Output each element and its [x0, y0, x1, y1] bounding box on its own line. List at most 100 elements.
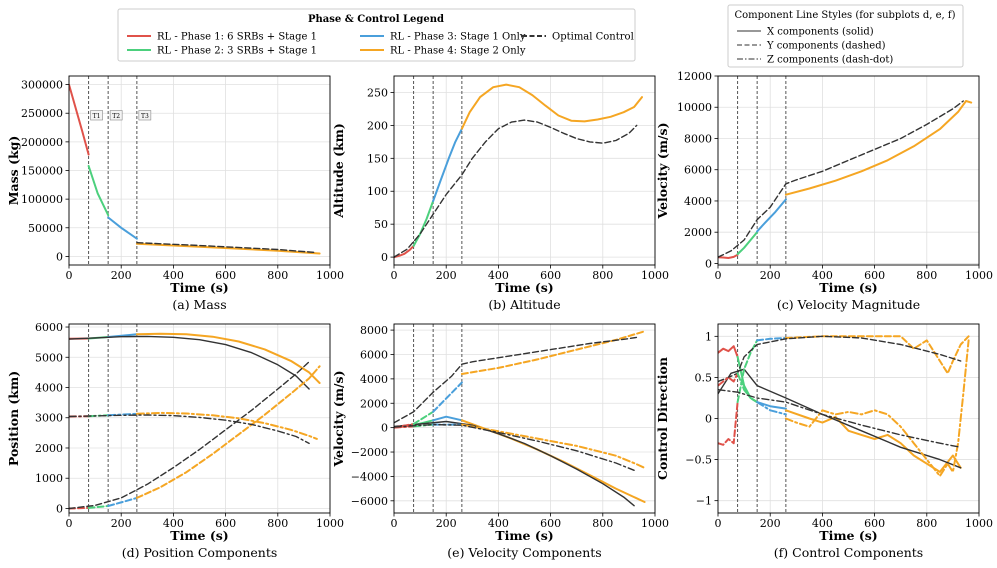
subplot-caption: (d) Position Components — [122, 545, 278, 560]
x-tick-label: 400 — [163, 269, 184, 282]
series-line — [135, 242, 321, 255]
y-tick-label: −0.5 — [685, 454, 712, 467]
y-tick-label: 300000 — [21, 79, 63, 92]
transition-label-box — [109, 110, 123, 121]
series-line — [432, 127, 463, 203]
x-tick-label: 1000 — [965, 269, 993, 282]
y-tick-label: 4000 — [35, 382, 63, 395]
series-line — [107, 216, 138, 240]
series-line — [394, 423, 635, 471]
style-legend-label: X components (solid) — [767, 27, 874, 38]
y-tick-label: 200 — [367, 119, 388, 132]
y-tick-label: 1 — [705, 330, 712, 343]
legend-entry: RL - Phase 3: Stage 1 Only — [360, 32, 526, 43]
x-tick-label: 1000 — [965, 517, 993, 530]
series-line — [412, 200, 435, 247]
series-group — [69, 83, 321, 255]
series-line — [87, 505, 110, 509]
y-tick-label: 3000 — [35, 412, 63, 425]
subplot-a: T1 T2 T3 0 200 400 600 800 1000 0 50000 100000 15000… — [6, 75, 344, 312]
x-tick-label: 1000 — [316, 269, 344, 282]
series-line — [107, 412, 138, 417]
subplot-b: 0 200 400 600 800 1000 0 50 100 150 200 250 Time (s)… — [331, 75, 669, 312]
subplot-e: 0 200 400 600 800 1000 −6000 −4000 −2000 0 2000 400… — [331, 323, 669, 560]
y-tick-label: 200000 — [21, 136, 63, 149]
y-axis-label: Position (km) — [6, 371, 21, 466]
style-legend-title: Component Line Styles (for subplots d, e… — [734, 10, 955, 21]
y-tick-label: 2000 — [35, 442, 63, 455]
x-tick-label: 800 — [916, 517, 937, 530]
y-tick-label: 0 — [56, 502, 63, 515]
x-tick-label: 400 — [812, 269, 833, 282]
x-tick-label: 200 — [436, 269, 457, 282]
series-line — [107, 496, 138, 507]
y-tick-label: 50000 — [28, 222, 63, 235]
series-line — [718, 372, 739, 387]
subplot-f: 0 200 400 600 800 1000 −1 −0.5 0 0.5 1 Time (s) Cont… — [655, 323, 993, 560]
subplot-caption: (b) Altitude — [488, 297, 560, 312]
y-tick-label: 150 — [367, 152, 388, 165]
x-axis-label: Time (s) — [170, 280, 228, 295]
x-tick-label: 0 — [391, 517, 398, 530]
y-tick-label: 2000 — [684, 226, 712, 239]
legend-label: RL - Phase 3: Stage 1 Only — [390, 32, 526, 43]
x-tick-label: 1000 — [316, 517, 344, 530]
y-tick-label: 50 — [374, 218, 388, 231]
y-tick-label: 6000 — [35, 321, 63, 334]
transition-label: T1 — [93, 113, 101, 120]
x-axis-label: Time (s) — [495, 528, 553, 543]
style-legend-label: Z components (dash-dot) — [767, 55, 893, 66]
x-tick-label: 600 — [215, 517, 236, 530]
y-tick-label: −4000 — [351, 470, 388, 483]
x-tick-label: 600 — [864, 517, 885, 530]
y-tick-label: −2000 — [351, 446, 388, 459]
series-line — [69, 414, 310, 445]
y-tick-label: 2000 — [360, 397, 388, 410]
transition-label: T2 — [112, 113, 120, 120]
series-line — [460, 83, 643, 130]
series-line — [432, 381, 463, 413]
y-tick-label: 0 — [56, 250, 63, 263]
subplot-caption: (f) Control Components — [774, 545, 923, 560]
series-group — [718, 335, 970, 477]
series-group — [718, 100, 973, 259]
y-tick-label: 6000 — [360, 348, 388, 361]
y-tick-label: 0 — [705, 257, 712, 270]
series-line — [69, 335, 310, 390]
series-line — [718, 100, 964, 258]
transition-label-box — [138, 110, 152, 121]
series-line — [718, 345, 739, 358]
series-line — [87, 164, 110, 217]
series-line — [394, 119, 638, 258]
series-line — [460, 330, 646, 375]
series-line — [736, 231, 759, 256]
series-line — [69, 361, 310, 510]
series-group — [394, 83, 643, 259]
series-line — [756, 401, 787, 416]
y-axis-label: Mass (kg) — [6, 136, 21, 206]
x-tick-label: 400 — [812, 517, 833, 530]
series-line — [394, 336, 638, 424]
series-line — [136, 242, 315, 254]
x-axis-label: Time (s) — [819, 280, 877, 295]
subplot-caption: (c) Velocity Magnitude — [777, 297, 920, 312]
legend-entry: RL - Phase 4: Stage 2 Only — [360, 46, 526, 57]
component-style-legend: Component Line Styles (for subplots d, e… — [727, 4, 964, 68]
y-tick-label: 100000 — [21, 193, 63, 206]
legend-entry: RL - Phase 2: 3 SRBs + Stage 1 — [127, 46, 317, 57]
x-tick-label: 800 — [916, 269, 937, 282]
x-tick-label: 200 — [760, 269, 781, 282]
series-line — [135, 411, 318, 440]
series-line — [394, 420, 635, 507]
x-axis-label: Time (s) — [495, 280, 553, 295]
subplot-caption: (e) Velocity Components — [447, 545, 601, 560]
series-line — [394, 244, 415, 259]
transition-label: T3 — [141, 113, 149, 120]
subplot-caption: (a) Mass — [172, 297, 226, 312]
series-line — [736, 339, 759, 404]
y-tick-label: 4000 — [360, 373, 388, 386]
series-line — [718, 368, 962, 469]
series-line — [69, 83, 90, 156]
y-tick-label: 0 — [705, 413, 712, 426]
